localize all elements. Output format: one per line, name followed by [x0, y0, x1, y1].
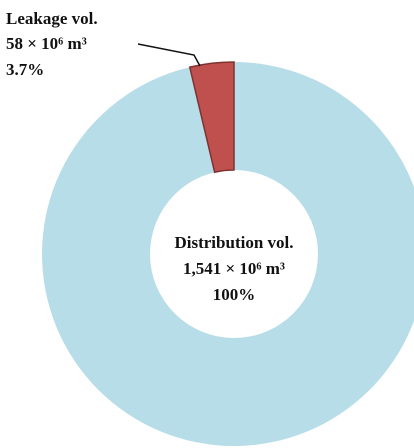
slice-label: Distribution vol. [174, 233, 293, 252]
donut-ring [42, 62, 414, 446]
donut [42, 61, 414, 446]
slice-volume: 1,541 × 10⁶ m³ [183, 259, 285, 278]
slice-percent: 3.7% [6, 60, 44, 79]
leader-line [137, 43, 201, 67]
slice-volume: 58 × 10⁶ m³ [6, 34, 87, 53]
slice-label: Leakage vol. [6, 9, 98, 28]
slice-percent: 100% [213, 285, 256, 304]
donut-slice [188, 61, 235, 174]
